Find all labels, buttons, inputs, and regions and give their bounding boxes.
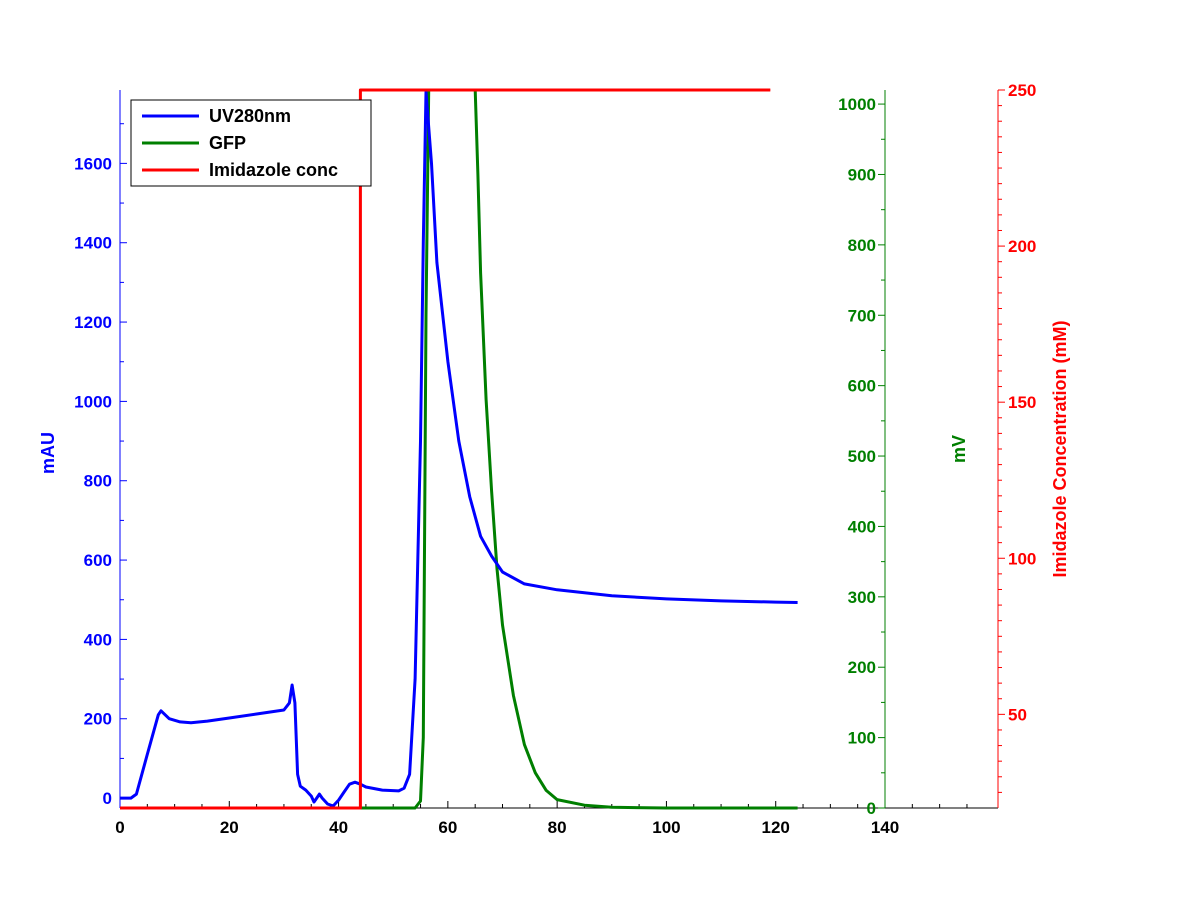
y-right-tick-label: 150 — [1008, 393, 1036, 412]
y-left-tick-label: 0 — [103, 789, 112, 808]
x-tick-label: 40 — [329, 818, 348, 837]
legend-entry-label: UV280nm — [209, 106, 291, 126]
x-tick-label: 0 — [115, 818, 124, 837]
y-left-axis-title: mAU — [38, 432, 58, 474]
axes: 0 20 40 60 80 100 120 1400200400600800100012001… — [38, 81, 1070, 837]
y-left-tick-label: 600 — [84, 551, 112, 570]
x-tick-label: 140 — [871, 818, 899, 837]
y-left-tick-label: 800 — [84, 472, 112, 491]
legend-entry-label: GFP — [209, 133, 246, 153]
y-mid-tick-label: 0 — [867, 799, 876, 818]
y-right-tick-label: 200 — [1008, 237, 1036, 256]
series-line-imidazole-conc — [120, 88, 771, 810]
y-right-tick-label: 100 — [1008, 549, 1036, 568]
y-left-tick-label: 1200 — [74, 313, 112, 332]
y-left-tick-label: 1600 — [74, 154, 112, 173]
x-tick-label: 120 — [762, 818, 790, 837]
y-right-tick-label: 50 — [1008, 705, 1027, 724]
series-layer — [120, 88, 798, 810]
y-mid-tick-label: 800 — [848, 236, 876, 255]
x-tick-label: 20 — [220, 818, 239, 837]
y-right-axis-title: Imidazole Concentration (mM) — [1050, 320, 1070, 577]
legend-entry-label: Imidazole conc — [209, 160, 338, 180]
y-mid-tick-label: 700 — [848, 306, 876, 325]
series-line-gfp — [120, 88, 798, 810]
x-tick-label: 60 — [438, 818, 457, 837]
y-right-tick-label: 250 — [1008, 81, 1036, 100]
y-mid-tick-label: 600 — [848, 377, 876, 396]
series-line-uv280nm — [120, 90, 798, 808]
y-left-tick-label: 200 — [84, 710, 112, 729]
legend: UV280nm GFP Imidazole conc — [130, 99, 372, 187]
y-left-tick-label: 400 — [84, 630, 112, 649]
y-mid-tick-label: 100 — [848, 729, 876, 748]
y-left-tick-label: 1000 — [74, 392, 112, 411]
x-tick-label: 80 — [548, 818, 567, 837]
y-mid-tick-label: 900 — [848, 165, 876, 184]
y-mid-tick-label: 400 — [848, 517, 876, 536]
x-tick-label: 100 — [652, 818, 680, 837]
legend-box — [130, 99, 372, 187]
y-mid-tick-label: 200 — [848, 658, 876, 677]
y-mid-tick-label: 1000 — [838, 95, 876, 114]
y-mid-axis-title: mV — [949, 435, 969, 463]
y-mid-tick-label: 300 — [848, 588, 876, 607]
y-mid-tick-label: 500 — [848, 447, 876, 466]
y-left-tick-label: 1400 — [74, 234, 112, 253]
